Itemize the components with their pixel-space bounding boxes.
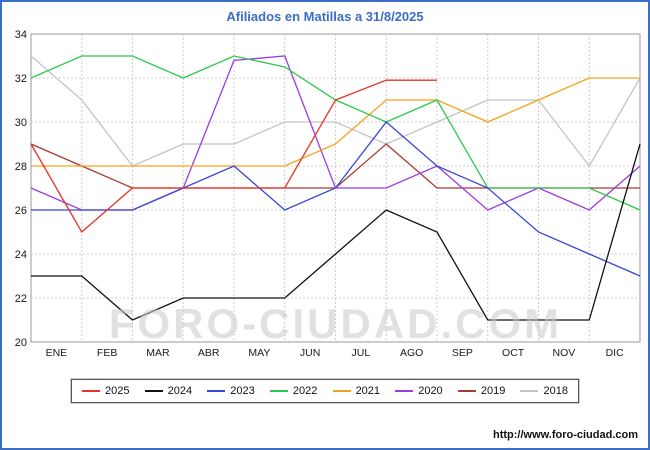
legend-item-2024: 2024 bbox=[144, 385, 193, 397]
legend-swatch-2021 bbox=[332, 390, 351, 392]
svg-text:30: 30 bbox=[15, 117, 27, 129]
legend-label-2021: 2021 bbox=[355, 385, 381, 397]
watermark: FORO-CIUDAD.COM bbox=[109, 300, 562, 347]
legend-item-2020: 2020 bbox=[395, 385, 443, 397]
svg-text:MAR: MAR bbox=[146, 347, 170, 359]
svg-text:MAY: MAY bbox=[248, 347, 270, 359]
legend-swatch-2025 bbox=[82, 390, 100, 392]
svg-text:24: 24 bbox=[15, 249, 27, 261]
svg-text:26: 26 bbox=[15, 205, 27, 217]
svg-text:SEP: SEP bbox=[452, 347, 473, 359]
legend-item-2025: 2025 bbox=[82, 385, 129, 397]
svg-text:22: 22 bbox=[15, 293, 27, 305]
legend-label-2025: 2025 bbox=[105, 385, 130, 397]
svg-text:JUN: JUN bbox=[300, 347, 320, 359]
legend-item-2022: 2022 bbox=[269, 385, 318, 397]
svg-text:ENE: ENE bbox=[46, 347, 68, 359]
legend-label-2023: 2023 bbox=[230, 385, 255, 397]
website-url-link[interactable]: http://www.foro-ciudad.com bbox=[492, 429, 638, 441]
legend: 2025 2024 2023 2022 2021 2020 2019 2018 bbox=[71, 379, 579, 403]
line-chart: 20 22 24 26 28 30 32 34 ENE FEB MAR ABR MAY JUN JUL AGO… bbox=[15, 29, 641, 359]
svg-text:FEB: FEB bbox=[97, 347, 117, 359]
svg-text:NOV: NOV bbox=[552, 347, 575, 359]
legend-swatch-2020 bbox=[395, 390, 414, 392]
svg-text:20: 20 bbox=[15, 337, 27, 349]
legend-swatch-2023 bbox=[207, 390, 226, 392]
legend-item-2023: 2023 bbox=[207, 385, 255, 397]
chart-title: Afiliados en Matillas a 31/8/2025 bbox=[226, 9, 424, 24]
svg-text:28: 28 bbox=[15, 161, 27, 173]
svg-text:DIC: DIC bbox=[606, 347, 625, 359]
legend-item-2021: 2021 bbox=[332, 385, 381, 397]
legend-label-2018: 2018 bbox=[543, 385, 568, 397]
svg-text:32: 32 bbox=[15, 73, 27, 85]
legend-swatch-2022 bbox=[269, 390, 288, 392]
legend-item-2019: 2019 bbox=[457, 385, 506, 397]
legend-label-2020: 2020 bbox=[418, 385, 443, 397]
svg-text:34: 34 bbox=[15, 29, 27, 41]
plot-area: 20 22 24 26 28 30 32 34 ENE FEB MAR ABR MAY JUN JUL AGO… bbox=[2, 28, 648, 369]
svg-text:AGO: AGO bbox=[400, 347, 423, 359]
svg-text:ABR: ABR bbox=[198, 347, 220, 359]
legend-swatch-2024 bbox=[144, 390, 163, 392]
legend-label-2024: 2024 bbox=[167, 385, 193, 397]
svg-text:OCT: OCT bbox=[502, 347, 525, 359]
legend-label-2019: 2019 bbox=[480, 385, 506, 397]
svg-text:JUL: JUL bbox=[352, 347, 371, 359]
legend-label-2022: 2022 bbox=[292, 385, 318, 397]
legend-swatch-2019 bbox=[457, 390, 476, 392]
legend-item-2018: 2018 bbox=[520, 385, 568, 397]
legend-swatch-2018 bbox=[520, 390, 539, 392]
